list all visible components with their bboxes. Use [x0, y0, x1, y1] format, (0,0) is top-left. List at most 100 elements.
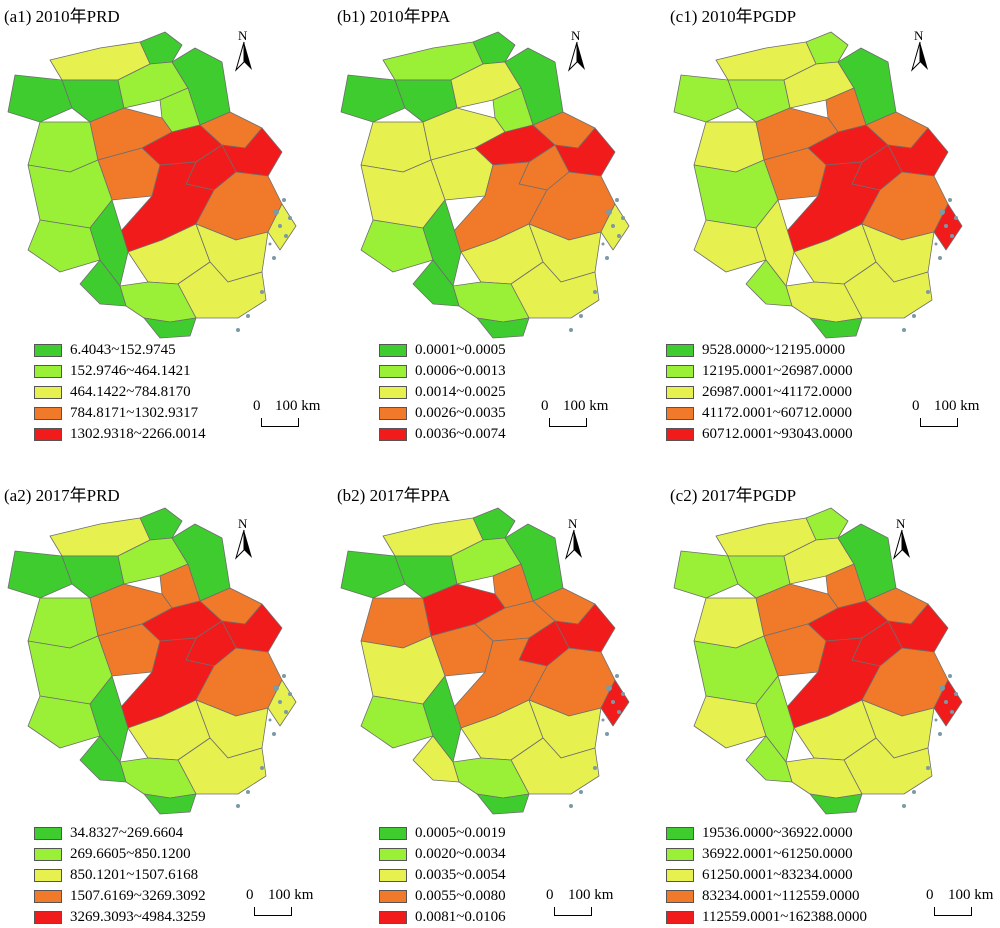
legend-item: 0.0035~0.0054	[379, 865, 506, 886]
legend-swatch	[34, 869, 62, 882]
island	[912, 314, 916, 318]
island	[268, 242, 272, 246]
island	[569, 804, 573, 808]
legend-item: 83234.0001~112559.0000	[666, 886, 867, 907]
legend-swatch	[34, 428, 62, 441]
legend-label: 34.8327~269.6604	[70, 825, 184, 841]
map-region	[510, 737, 600, 795]
map-region	[143, 317, 197, 339]
scale-distance: 100 km	[934, 398, 980, 414]
legend-item: 0.0005~0.0019	[379, 823, 506, 844]
legend-item: 0.0014~0.0025	[379, 382, 506, 403]
island	[268, 718, 272, 722]
legend-label: 1302.9318~2266.0014	[70, 426, 206, 442]
north-arrow-icon: N	[233, 516, 255, 566]
legend-swatch	[34, 365, 62, 378]
island	[236, 328, 240, 332]
legend-swatch	[379, 365, 407, 378]
legend-item: 269.6605~850.1200	[34, 844, 206, 865]
legend-label: 152.9746~464.1421	[70, 363, 191, 379]
panel-title: (c1) 2010年PGDP	[670, 7, 797, 26]
choropleth-map	[340, 31, 630, 339]
map-region	[89, 199, 129, 287]
scale-distance: 100 km	[268, 887, 314, 903]
legend-label: 464.1422~784.8170	[70, 384, 191, 400]
legend-item: 41172.0001~60712.0000	[666, 403, 853, 424]
legend: 6.4043~152.9745 152.9746~464.1421 464.1422…	[34, 340, 206, 445]
legend-item: 464.1422~784.8170	[34, 382, 206, 403]
north-label: N	[896, 516, 906, 531]
legend-label: 784.8171~1302.9317	[70, 405, 199, 421]
legend-label: 0.0055~0.0080	[415, 888, 506, 904]
island	[593, 766, 597, 770]
panel-title: (a1) 2010年PRD	[4, 7, 120, 26]
island	[605, 732, 609, 736]
north-arrow-icon: N	[566, 28, 588, 78]
map-region	[79, 259, 127, 307]
map-region	[7, 550, 73, 599]
scale-bar: 0 100 km	[926, 887, 1000, 923]
map-region	[843, 261, 933, 319]
scale-bar: 0 100 km	[253, 398, 333, 434]
island	[236, 804, 240, 808]
island	[615, 198, 619, 202]
island	[948, 674, 952, 678]
panel-title: (b1) 2010年PPA	[337, 7, 451, 26]
scale-distance: 100 km	[563, 398, 609, 414]
legend-label: 6.4043~152.9745	[70, 342, 176, 358]
map-region	[476, 793, 530, 815]
legend-swatch	[34, 911, 62, 924]
panel-a1: (a1) 2010年PRD N 6.4043~152.9745 152.9746~…	[0, 0, 333, 461]
legend-label: 0.0020~0.0034	[415, 846, 506, 862]
map-region	[360, 219, 434, 273]
map-region	[476, 317, 530, 339]
island	[260, 766, 264, 770]
legend-swatch	[666, 848, 694, 861]
map-region	[693, 219, 767, 273]
island	[601, 242, 605, 246]
legend-label: 0.0006~0.0013	[415, 363, 506, 379]
map-region	[412, 735, 460, 783]
legend-item: 850.1201~1507.6168	[34, 865, 206, 886]
choropleth-map	[673, 31, 963, 339]
island	[902, 328, 906, 332]
island	[246, 314, 250, 318]
island	[288, 216, 292, 220]
legend-swatch	[34, 386, 62, 399]
legend: 19536.0000~36922.0000 36922.0001~61250.00…	[666, 823, 867, 928]
legend-item: 0.0001~0.0005	[379, 340, 506, 361]
map-region	[693, 695, 767, 749]
map-region	[360, 695, 434, 749]
island	[278, 224, 282, 228]
legend-swatch	[666, 827, 694, 840]
island	[272, 256, 276, 260]
map-region	[143, 793, 197, 815]
island	[246, 790, 250, 794]
panel-title: (b2) 2017年PPA	[337, 486, 451, 505]
map-region	[755, 675, 795, 763]
island	[593, 290, 597, 294]
legend-swatch	[34, 890, 62, 903]
north-label: N	[914, 28, 924, 43]
legend-swatch	[34, 848, 62, 861]
legend-item: 0.0081~0.0106	[379, 907, 506, 928]
island	[926, 290, 930, 294]
legend-item: 0.0036~0.0074	[379, 424, 506, 445]
legend-swatch	[379, 890, 407, 903]
legend-swatch	[379, 911, 407, 924]
island	[954, 692, 958, 696]
scale-bar: 0 100 km	[246, 887, 326, 923]
scale-zero: 0	[546, 887, 554, 903]
island	[601, 718, 605, 722]
island	[950, 710, 954, 714]
legend-item: 784.8171~1302.9317	[34, 403, 206, 424]
legend-label: 60712.0001~93043.0000	[702, 426, 853, 442]
island	[605, 256, 609, 260]
legend-item: 3269.3093~4984.3259	[34, 907, 206, 928]
legend-item: 19536.0000~36922.0000	[666, 823, 867, 844]
legend-item: 9528.0000~12195.0000	[666, 340, 853, 361]
legend-label: 269.6605~850.1200	[70, 846, 191, 862]
scale-distance: 100 km	[275, 398, 321, 414]
north-arrow-icon: N	[909, 28, 931, 78]
legend-swatch	[379, 848, 407, 861]
